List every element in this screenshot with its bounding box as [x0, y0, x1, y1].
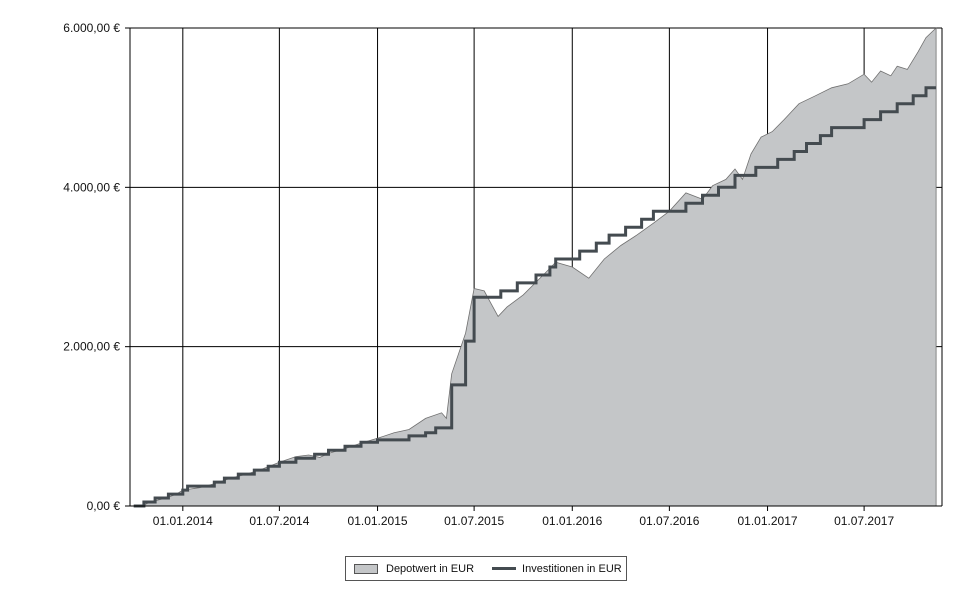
tick-labels: 0,00 € 2.000,00 € 4.000,00 € 6.000,00 € 01.0… [63, 21, 894, 528]
legend-item-investitionen: Investitionen in EUR [474, 563, 622, 575]
x-tick-label: 01.01.2016 [542, 514, 602, 528]
legend-swatch-investitionen [492, 567, 517, 570]
y-tick-label: 6.000,00 € [63, 21, 120, 35]
x-tick-label: 01.07.2015 [444, 514, 504, 528]
x-tick-label: 01.07.2017 [834, 514, 894, 528]
x-tick-label: 01.07.2014 [249, 514, 309, 528]
series [133, 27, 937, 508]
legend-item-depotwert: Depotwert in EUR [346, 563, 474, 575]
legend: Depotwert in EUR Investitionen in EUR [345, 556, 627, 581]
x-tick-label: 01.01.2014 [153, 514, 213, 528]
y-tick-label: 0,00 € [87, 499, 121, 513]
series-investitionen-line [133, 86, 937, 508]
legend-label-investitionen: Investitionen in EUR [522, 562, 622, 575]
legend-label-depotwert: Depotwert in EUR [386, 562, 475, 575]
x-tick-label: 01.01.2015 [348, 514, 408, 528]
x-tick-label: 01.07.2016 [639, 514, 699, 528]
plot-frame [129, 28, 943, 507]
legend-swatch-depotwert [354, 563, 378, 574]
y-tick-label: 2.000,00 € [63, 340, 120, 354]
x-tick-label: 01.01.2017 [738, 514, 798, 528]
y-tick-label: 4.000,00 € [63, 180, 120, 194]
series-depotwert-area [141, 27, 937, 507]
